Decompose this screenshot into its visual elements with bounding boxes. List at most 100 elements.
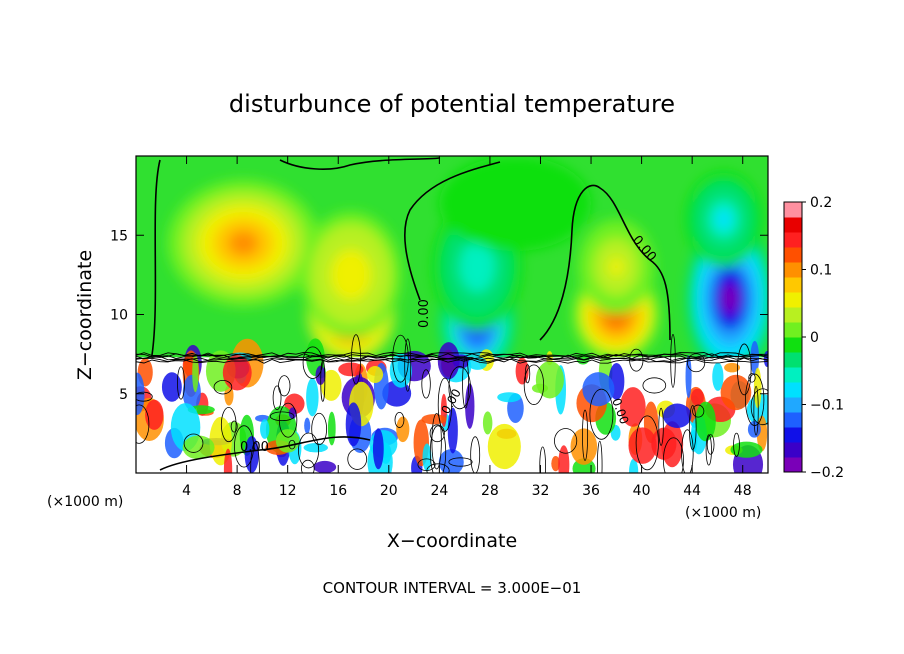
x-tick-label: 8 bbox=[233, 483, 242, 499]
field-blob bbox=[721, 282, 739, 315]
x-unit-left: (×1000 m) bbox=[47, 494, 123, 510]
turbulence-contour bbox=[748, 373, 756, 383]
turbulence-contour bbox=[177, 366, 185, 400]
colorbar-swatch bbox=[784, 442, 802, 458]
colorbar-label: 0.2 bbox=[810, 195, 832, 211]
zero-contour-top bbox=[279, 157, 441, 170]
turbulence-contour bbox=[347, 448, 368, 470]
turbulence-contour bbox=[658, 407, 664, 446]
field-blob bbox=[228, 230, 259, 256]
turbulence-contour bbox=[692, 404, 705, 418]
turbulence-contour bbox=[733, 432, 740, 457]
y-tick-label: 15 bbox=[110, 228, 128, 244]
turbulence-contour bbox=[431, 413, 442, 470]
colorbar-label: −0.2 bbox=[810, 465, 844, 481]
turbulence-cell bbox=[535, 361, 564, 399]
contour-label: 0.00 bbox=[417, 299, 432, 328]
turbulence-cell bbox=[695, 401, 716, 442]
turbulence-cell bbox=[482, 411, 493, 435]
inversion-contour bbox=[136, 356, 768, 361]
colorbar-swatch bbox=[784, 382, 802, 398]
turbulence-contour bbox=[437, 377, 453, 432]
turbulence-cell bbox=[260, 419, 270, 439]
turbulence-cell bbox=[161, 372, 182, 402]
turbulence-cell bbox=[145, 399, 164, 430]
turbulence-contour bbox=[524, 364, 531, 384]
colorbar-swatch bbox=[784, 232, 802, 248]
turbulence-cell bbox=[303, 443, 328, 453]
turbulence-contour bbox=[554, 428, 578, 454]
zero-contour-left bbox=[151, 159, 161, 356]
inversion-contour bbox=[136, 351, 768, 357]
turbulence-contour bbox=[539, 446, 546, 473]
turbulence-cell bbox=[570, 428, 598, 465]
turbulence-cell bbox=[306, 378, 319, 417]
turbulence-cell bbox=[338, 362, 364, 377]
turbulence-cell bbox=[551, 455, 560, 472]
turbulence-cell bbox=[422, 443, 432, 472]
turbulence-contour bbox=[272, 385, 282, 411]
x-tick-label: 48 bbox=[734, 483, 752, 499]
turbulence-contour bbox=[213, 379, 233, 395]
turbulence-cell bbox=[320, 369, 342, 401]
y-axis-ticks: 5 10 15 bbox=[110, 228, 768, 403]
x-tick-label: 28 bbox=[481, 483, 499, 499]
plot-area bbox=[136, 156, 768, 473]
contour-interval-note: CONTOUR INTERVAL = 3.000E−01 bbox=[323, 579, 582, 597]
turbulence-contour bbox=[705, 434, 712, 466]
colorbar-swatch bbox=[784, 352, 802, 368]
turbulence-contour bbox=[448, 457, 473, 467]
colorbar-swatch bbox=[784, 277, 802, 293]
turbulence-cell bbox=[582, 372, 615, 407]
x-axis-label: X−coordinate bbox=[387, 530, 517, 552]
turbulence-contour bbox=[635, 415, 659, 471]
turbulence-contour bbox=[753, 385, 759, 436]
turbulence-cell bbox=[288, 407, 297, 419]
field-blobs bbox=[167, 156, 768, 378]
turbulence-cell bbox=[750, 340, 760, 375]
colorbar-swatch bbox=[784, 217, 802, 233]
colorbar-swatch bbox=[784, 247, 802, 263]
zero-contour-mid bbox=[404, 161, 501, 301]
colorbar-swatch bbox=[784, 307, 802, 323]
boundary-layer-turbulence bbox=[136, 334, 768, 473]
turbulence-contour bbox=[278, 375, 291, 397]
turbulence-cell bbox=[222, 355, 252, 391]
colorbar: 0.2 0.1 0 −0.1 −0.2 bbox=[783, 195, 844, 481]
turbulence-cell bbox=[284, 393, 305, 415]
turbulence-contour bbox=[351, 334, 361, 385]
colorbar-swatch bbox=[784, 202, 802, 218]
turbulence-contour bbox=[681, 429, 694, 473]
turbulence-cell bbox=[763, 350, 768, 367]
turbulence-cell bbox=[487, 423, 521, 470]
turbulence-contour bbox=[136, 404, 150, 444]
turbulence-cell bbox=[685, 355, 692, 399]
x-tick-label: 40 bbox=[633, 483, 651, 499]
colorbar-label: −0.1 bbox=[810, 398, 844, 414]
zero-contour-lower bbox=[159, 436, 371, 471]
turbulence-cell bbox=[497, 392, 521, 403]
turbulence-contour bbox=[448, 366, 471, 410]
x-tick-label: 36 bbox=[582, 483, 600, 499]
x-tick-label: 16 bbox=[329, 483, 347, 499]
turbulence-contour bbox=[136, 391, 153, 402]
colorbar-swatch bbox=[784, 397, 802, 413]
colorbar-swatch bbox=[784, 367, 802, 383]
chart-title: disturbunce of potential temperature bbox=[229, 90, 675, 118]
turbulence-cell bbox=[372, 428, 384, 470]
inversion-contour bbox=[136, 358, 768, 364]
contour-label: 0.00 bbox=[240, 440, 269, 455]
field-blob bbox=[340, 262, 361, 288]
turbulence-cell bbox=[366, 365, 384, 384]
turbulence-cell bbox=[438, 449, 464, 473]
colorbar-swatch bbox=[784, 427, 802, 443]
turbulence-cell bbox=[620, 387, 646, 427]
turbulence-cell bbox=[192, 353, 199, 393]
zero-contour-right-1 bbox=[539, 184, 671, 341]
turbulence-contour bbox=[706, 434, 715, 455]
turbulence-cell bbox=[327, 411, 336, 446]
y-axis-label: Z−coordinate bbox=[74, 250, 96, 380]
turbulence-cell bbox=[720, 374, 752, 411]
turbulence-contour bbox=[589, 388, 614, 440]
